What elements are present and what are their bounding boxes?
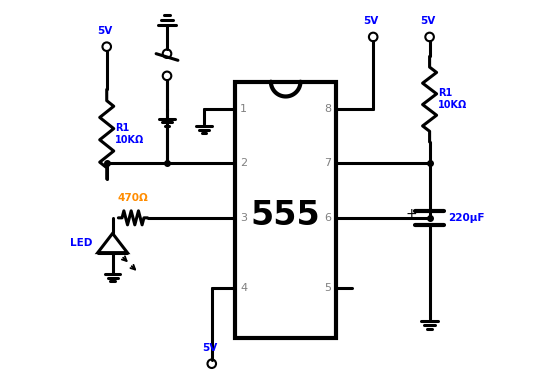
Text: 6: 6 bbox=[324, 213, 331, 223]
Text: 5V: 5V bbox=[97, 26, 112, 36]
Text: 220μF: 220μF bbox=[448, 213, 485, 223]
Bar bbox=[235, 82, 336, 338]
Text: 7: 7 bbox=[324, 158, 331, 168]
Text: R1
10KΩ: R1 10KΩ bbox=[115, 123, 145, 145]
Text: +: + bbox=[405, 207, 416, 221]
Text: 5V: 5V bbox=[202, 343, 218, 353]
Text: R1
10KΩ: R1 10KΩ bbox=[438, 88, 467, 110]
Text: 5V: 5V bbox=[364, 16, 379, 26]
Text: 5: 5 bbox=[324, 283, 331, 293]
Text: 3: 3 bbox=[240, 213, 247, 223]
Text: 470Ω: 470Ω bbox=[118, 193, 149, 203]
Text: 1: 1 bbox=[240, 104, 247, 114]
Text: 4: 4 bbox=[240, 283, 247, 293]
Text: 8: 8 bbox=[324, 104, 331, 114]
Text: 555: 555 bbox=[251, 199, 321, 232]
Text: 2: 2 bbox=[240, 158, 247, 168]
Text: 5V: 5V bbox=[420, 16, 435, 26]
Text: LED: LED bbox=[70, 238, 92, 248]
